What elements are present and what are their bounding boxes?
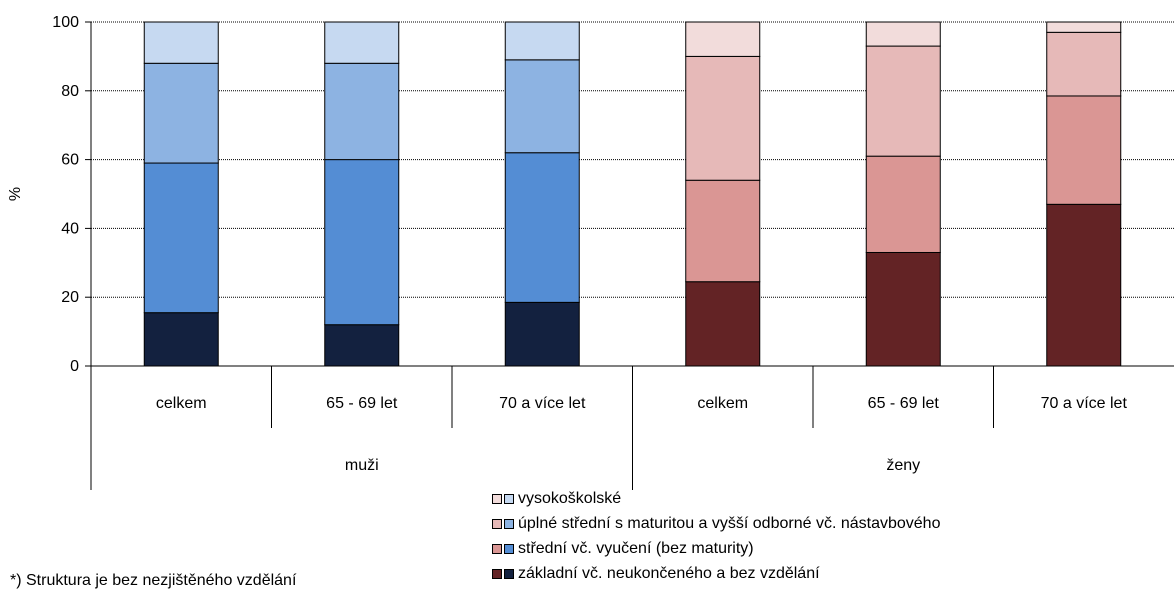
bar-segment: [504, 59, 580, 154]
bar-segment: [143, 62, 219, 164]
bar-segment: [324, 62, 400, 161]
bar-segment: [143, 162, 219, 314]
legend-label: základní vč. neukončeného a bez vzdělání: [518, 564, 820, 582]
bar-segment: [324, 21, 400, 64]
bar-segment: [143, 21, 219, 64]
x-tick-label: celkem: [697, 395, 748, 412]
bar-segment: [504, 21, 580, 61]
bar-segment: [865, 155, 941, 253]
bar-segment: [865, 21, 941, 47]
legend: vysokoškolské úplné střední s maturitou …: [492, 486, 940, 586]
legend-swatch-women: [492, 543, 502, 554]
axes: 0 20 40 60 80 100 celkem 65 - 69 let 70 a více l…: [52, 14, 1174, 490]
bar-segment: [1046, 31, 1122, 97]
legend-swatch-men: [504, 543, 514, 554]
bar-segment: [685, 55, 761, 181]
legend-item-stredni: střední vč. vyučení (bez maturity): [492, 536, 940, 561]
x-tick-label: 70 a více let: [499, 395, 586, 412]
legend-label: vysokoškolské: [518, 489, 622, 507]
y-tick-label: 80: [61, 83, 79, 100]
legend-item-vysokoskolske: vysokoškolské: [492, 486, 940, 511]
y-tick-label: 100: [52, 14, 79, 31]
bar-segment: [685, 281, 761, 367]
legend-swatch-men: [504, 518, 514, 529]
bar-segment: [324, 159, 400, 326]
y-tick-label: 20: [61, 289, 79, 306]
bar-segment: [865, 45, 941, 157]
bar-segment: [1046, 203, 1122, 367]
bar-segment: [1046, 21, 1122, 33]
bar-segment: [865, 251, 941, 367]
legend-item-uplne-stredni: úplné střední s maturitou a vyšší odborn…: [492, 511, 940, 536]
legend-item-zakladni: základní vč. neukončeného a bez vzdělání: [492, 561, 940, 586]
bars: [143, 21, 1122, 367]
x-tick-label: 70 a více let: [1041, 395, 1128, 412]
bar-segment: [143, 312, 219, 367]
x-tick-label: 65 - 69 let: [326, 395, 398, 412]
bar-segment: [504, 152, 580, 303]
legend-swatch-women: [492, 518, 502, 529]
x-tick-label: 65 - 69 let: [868, 395, 940, 412]
bar-segment: [324, 324, 400, 367]
y-tick-label: 0: [70, 358, 79, 375]
y-tick-label: 60: [61, 152, 79, 169]
y-tick-label: 40: [61, 220, 79, 237]
bar-segment: [685, 21, 761, 57]
legend-label: úplné střední s maturitou a vyšší odborn…: [518, 514, 941, 532]
legend-label: střední vč. vyučení (bez maturity): [518, 539, 754, 557]
gridlines: [91, 21, 1174, 298]
legend-swatch-men: [504, 493, 514, 504]
footnote: *) Struktura je bez nezjištěného vzdělán…: [10, 572, 297, 589]
group-label: muži: [345, 457, 379, 474]
bar-segment: [504, 301, 580, 367]
x-tick-label: celkem: [156, 395, 207, 412]
legend-swatch-men: [504, 568, 514, 579]
group-label: ženy: [886, 457, 920, 474]
legend-swatch-women: [492, 568, 502, 579]
y-axis-label: %: [7, 187, 24, 201]
bar-segment: [685, 179, 761, 283]
legend-swatch-women: [492, 493, 502, 504]
bar-segment: [1046, 95, 1122, 205]
